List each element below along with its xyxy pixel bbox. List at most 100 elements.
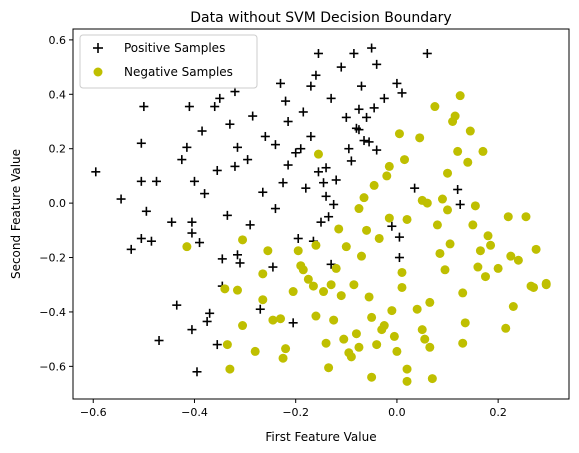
positive-sample-marker bbox=[422, 48, 432, 58]
negative-sample-marker bbox=[450, 111, 460, 121]
negative-sample-marker bbox=[382, 171, 392, 181]
negative-sample-marker bbox=[311, 311, 321, 321]
positive-sample-marker bbox=[331, 175, 341, 185]
positive-sample-marker bbox=[356, 81, 366, 91]
negative-sample-marker bbox=[263, 246, 273, 256]
y-tick-label: 0.2 bbox=[49, 143, 67, 156]
negative-sample-marker bbox=[465, 126, 475, 136]
negative-sample-marker bbox=[364, 292, 374, 302]
negative-sample-marker bbox=[334, 224, 344, 234]
negative-sample-marker bbox=[503, 212, 513, 222]
positive-sample-marker bbox=[346, 156, 356, 166]
negative-sample-marker bbox=[311, 240, 321, 250]
positive-sample-marker bbox=[306, 131, 316, 141]
negative-sample-marker bbox=[346, 352, 356, 362]
negative-sample-marker bbox=[324, 363, 334, 373]
y-tick-label: −0.4 bbox=[39, 306, 66, 319]
positive-sample-marker bbox=[344, 144, 354, 154]
negative-sample-marker bbox=[397, 282, 407, 292]
positive-sample-marker bbox=[177, 155, 187, 165]
negative-sample-marker bbox=[367, 372, 377, 382]
positive-sample-marker bbox=[232, 250, 242, 260]
negative-sample-marker bbox=[362, 225, 372, 235]
negative-sample-marker bbox=[354, 342, 364, 352]
positive-sample-marker bbox=[306, 81, 316, 91]
negative-sample-marker bbox=[425, 342, 435, 352]
positive-sample-marker bbox=[326, 93, 336, 103]
negative-sample-marker bbox=[402, 214, 412, 224]
negative-sample-marker bbox=[384, 213, 394, 223]
negative-sample-marker bbox=[326, 280, 336, 290]
y-tick-label: 0.4 bbox=[49, 88, 67, 101]
plot-frame bbox=[72, 28, 570, 400]
negative-sample-marker bbox=[486, 240, 496, 250]
positive-sample-marker bbox=[243, 155, 253, 165]
positive-sample-marker bbox=[136, 233, 146, 243]
positive-sample-marker bbox=[154, 336, 164, 346]
positive-sample-marker bbox=[397, 88, 407, 98]
negative-sample-marker bbox=[298, 265, 308, 275]
positive-sample-marker bbox=[321, 163, 331, 173]
positive-sample-marker bbox=[195, 238, 205, 248]
negative-sample-marker bbox=[369, 180, 379, 190]
positive-sample-marker bbox=[359, 136, 369, 146]
negative-sample-marker bbox=[402, 376, 412, 386]
positive-sample-marker bbox=[319, 178, 329, 188]
negative-sample-marker bbox=[313, 149, 323, 159]
negative-sample-marker bbox=[225, 364, 235, 374]
negative-sample-marker bbox=[425, 297, 435, 307]
positive-sample-marker bbox=[235, 258, 245, 268]
positive-sample-marker bbox=[230, 161, 240, 171]
positive-sample-marker bbox=[139, 102, 149, 112]
positive-sample-marker bbox=[301, 183, 311, 193]
positive-sample-marker bbox=[329, 199, 339, 209]
negative-sample-marker bbox=[470, 201, 480, 211]
positive-sample-marker bbox=[268, 262, 278, 272]
negative-sample-marker bbox=[480, 272, 490, 282]
positive-sample-marker bbox=[187, 325, 197, 335]
positive-sample-marker bbox=[136, 176, 146, 186]
negative-sample-marker bbox=[531, 244, 541, 254]
legend-negative-label: Negative Samples bbox=[124, 65, 233, 79]
negative-sample-marker bbox=[483, 231, 493, 241]
positive-sample-marker bbox=[205, 308, 215, 318]
negative-sample-marker bbox=[268, 315, 278, 325]
negative-sample-marker bbox=[329, 315, 339, 325]
negative-sample-marker bbox=[508, 302, 518, 311]
positive-sample-marker bbox=[200, 189, 210, 199]
positive-sample-marker bbox=[283, 117, 293, 126]
negative-sample-marker bbox=[222, 340, 232, 350]
positive-sample-marker bbox=[316, 217, 326, 227]
negative-sample-marker bbox=[506, 251, 516, 261]
negative-sample-marker bbox=[493, 263, 503, 273]
negative-sample-marker bbox=[182, 242, 192, 252]
negative-sample-marker bbox=[384, 161, 394, 171]
negative-sample-marker bbox=[351, 329, 361, 339]
positive-sample-marker bbox=[410, 183, 420, 193]
positive-sample-marker bbox=[189, 176, 199, 186]
positive-sample-marker bbox=[167, 217, 177, 227]
negative-sample-marker bbox=[475, 246, 485, 256]
positive-sample-marker bbox=[362, 112, 372, 122]
y-tick-label: −0.6 bbox=[39, 360, 66, 373]
negative-sample-marker bbox=[389, 331, 399, 341]
positive-sample-marker bbox=[258, 187, 268, 197]
positive-sample-marker bbox=[321, 191, 331, 201]
negative-sample-marker bbox=[460, 318, 470, 328]
negative-sample-marker bbox=[513, 255, 523, 265]
positive-sample-marker bbox=[278, 178, 288, 188]
positive-sample-marker bbox=[281, 96, 291, 106]
positive-sample-marker bbox=[116, 194, 126, 204]
negative-sample-marker bbox=[367, 312, 377, 322]
positive-sample-marker bbox=[255, 304, 265, 314]
positive-sample-marker bbox=[341, 112, 351, 122]
positive-sample-marker bbox=[453, 185, 463, 195]
positive-sample-marker bbox=[326, 259, 336, 269]
positive-sample-marker bbox=[245, 220, 255, 230]
positive-sample-marker bbox=[182, 142, 192, 152]
negative-sample-marker bbox=[400, 155, 410, 165]
positive-sample-marker bbox=[276, 78, 286, 88]
negative-sample-marker bbox=[468, 220, 478, 230]
negative-sample-marker bbox=[453, 146, 463, 156]
positive-sample-marker bbox=[394, 253, 404, 263]
